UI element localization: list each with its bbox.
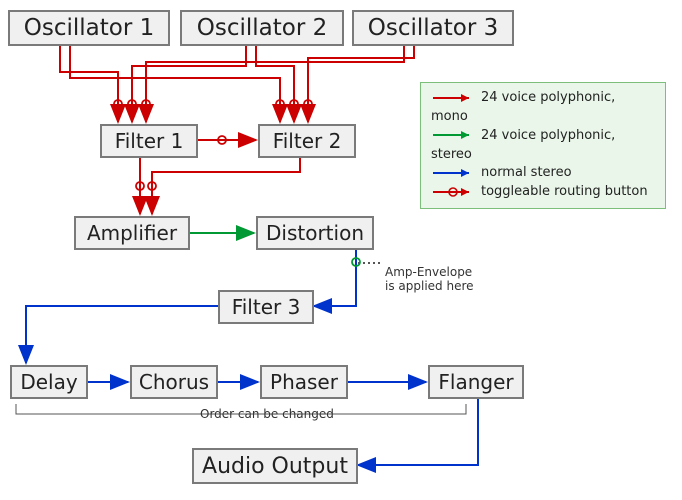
node-delay: Delay [10, 365, 88, 399]
node-label: Filter 3 [232, 295, 301, 319]
toggle-circle-icon [218, 136, 226, 144]
node-osc1: Oscillator 1 [8, 10, 170, 46]
wire [314, 250, 356, 306]
toggle-circle-icon [148, 182, 156, 190]
node-filter3: Filter 3 [218, 290, 314, 324]
wire [152, 158, 300, 214]
node-label: Delay [20, 370, 77, 394]
note-text: Order can be changed [200, 407, 334, 421]
toggle-circle-icon [114, 100, 122, 108]
node-dist: Distortion [256, 216, 374, 250]
wire [70, 46, 280, 122]
toggle-circle-icon [290, 100, 298, 108]
legend-arrow-icon [431, 92, 475, 104]
wire [308, 46, 414, 122]
legend-row: normal stereo [431, 164, 655, 183]
node-label: Filter 2 [273, 129, 342, 153]
legend-label: normal stereo [481, 165, 572, 180]
wire [358, 399, 478, 465]
node-label: Oscillator 3 [368, 15, 499, 41]
legend-row: 24 voice polyphonic, stereo [431, 127, 655, 165]
wire [26, 306, 218, 363]
note-text: Amp-Envelope [385, 265, 472, 279]
node-label: Amplifier [87, 221, 177, 245]
legend-row: 24 voice polyphonic, mono [431, 89, 655, 127]
node-filter1: Filter 1 [100, 124, 198, 158]
node-label: Oscillator 1 [24, 15, 155, 41]
node-label: Distortion [266, 221, 364, 245]
node-osc3: Oscillator 3 [352, 10, 514, 46]
legend-box: 24 voice polyphonic, mono24 voice polyph… [420, 82, 666, 209]
node-label: Flanger [438, 370, 513, 394]
node-label: Filter 1 [115, 129, 184, 153]
node-output: Audio Output [192, 448, 358, 484]
wires-layer [0, 0, 682, 500]
node-label: Audio Output [202, 454, 348, 479]
legend-arrow-icon [431, 167, 475, 179]
wire [146, 46, 404, 122]
toggle-circle-icon [136, 182, 144, 190]
legend-arrow-icon [431, 129, 475, 141]
wire [60, 46, 118, 122]
node-chorus: Chorus [130, 365, 218, 399]
note-text: is applied here [385, 279, 474, 293]
legend-arrow-icon [431, 186, 475, 198]
wire [132, 46, 246, 122]
node-label: Chorus [139, 370, 209, 394]
node-label: Phaser [270, 370, 338, 394]
node-label: Oscillator 2 [197, 15, 328, 41]
toggle-circle-icon [276, 100, 284, 108]
node-flanger: Flanger [428, 365, 524, 399]
node-filter2: Filter 2 [258, 124, 356, 158]
toggle-circle-icon [128, 100, 136, 108]
toggle-circle-icon [304, 100, 312, 108]
toggle-circle-icon [352, 258, 360, 266]
node-amp: Amplifier [74, 216, 190, 250]
legend-label: toggleable routing button [481, 184, 648, 199]
wire [256, 46, 294, 122]
node-phaser: Phaser [260, 365, 348, 399]
node-osc2: Oscillator 2 [180, 10, 344, 46]
amp-envelope-note: Amp-Envelope is applied here [385, 265, 474, 293]
order-note: Order can be changed [200, 407, 334, 421]
legend-row: toggleable routing button [431, 183, 655, 202]
toggle-circle-icon [142, 100, 150, 108]
